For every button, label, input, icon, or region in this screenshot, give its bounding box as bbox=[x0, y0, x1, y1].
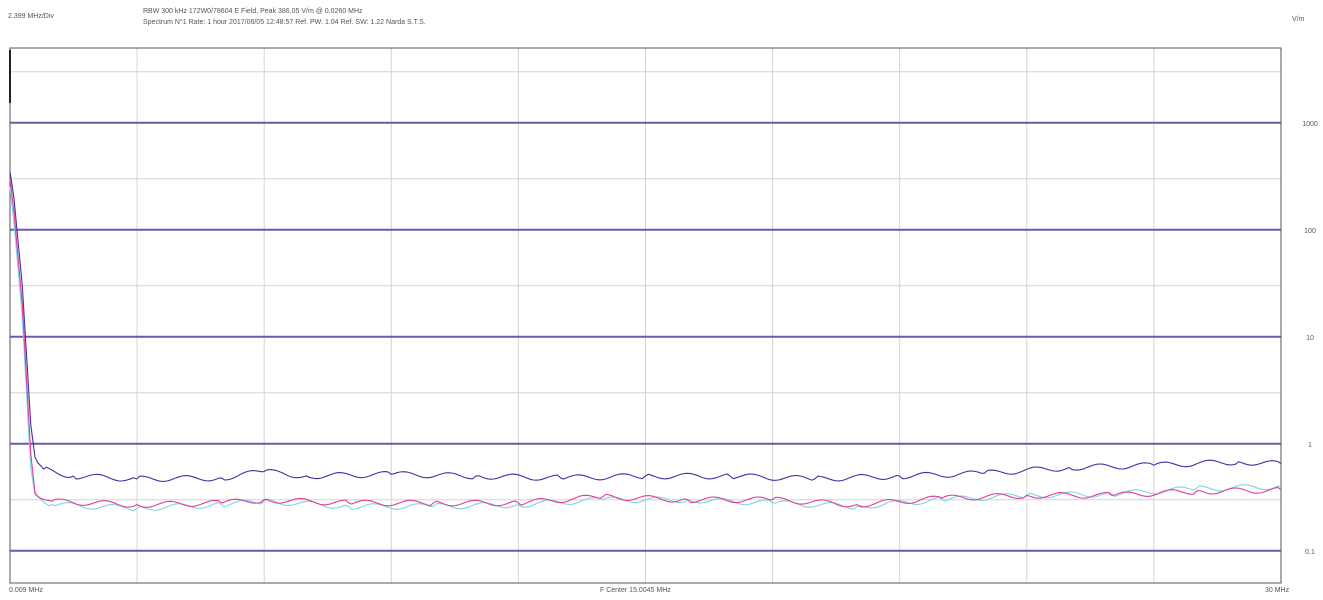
x-start-label: 0.009 MHz bbox=[9, 587, 43, 594]
plot-frame bbox=[9, 47, 1282, 584]
x-end-label: 30 MHz bbox=[1265, 587, 1290, 594]
y-unit-label: V/m bbox=[1292, 16, 1305, 23]
y-tick-label: 1000 bbox=[1302, 121, 1318, 128]
trace-avg bbox=[9, 178, 1282, 508]
x-center-label: F Center 15.0045 MHz bbox=[600, 587, 671, 594]
trace-act bbox=[9, 187, 1282, 512]
y-tick-label: 0.1 bbox=[1305, 549, 1315, 556]
y-tick-label: 10 bbox=[1306, 335, 1314, 342]
div-label: 2.399 MHz/Div bbox=[8, 13, 54, 20]
trace-max bbox=[9, 171, 1282, 482]
header-line-1: RBW 300 kHz 172W0/78604 E Field, Peak 38… bbox=[143, 8, 363, 15]
y-tick-label: 100 bbox=[1304, 228, 1316, 235]
header-line-2: Spectrum N°1 Rate: 1 hour 2017/06/05 12:… bbox=[143, 19, 426, 26]
y-tick-label: 1 bbox=[1308, 442, 1312, 449]
